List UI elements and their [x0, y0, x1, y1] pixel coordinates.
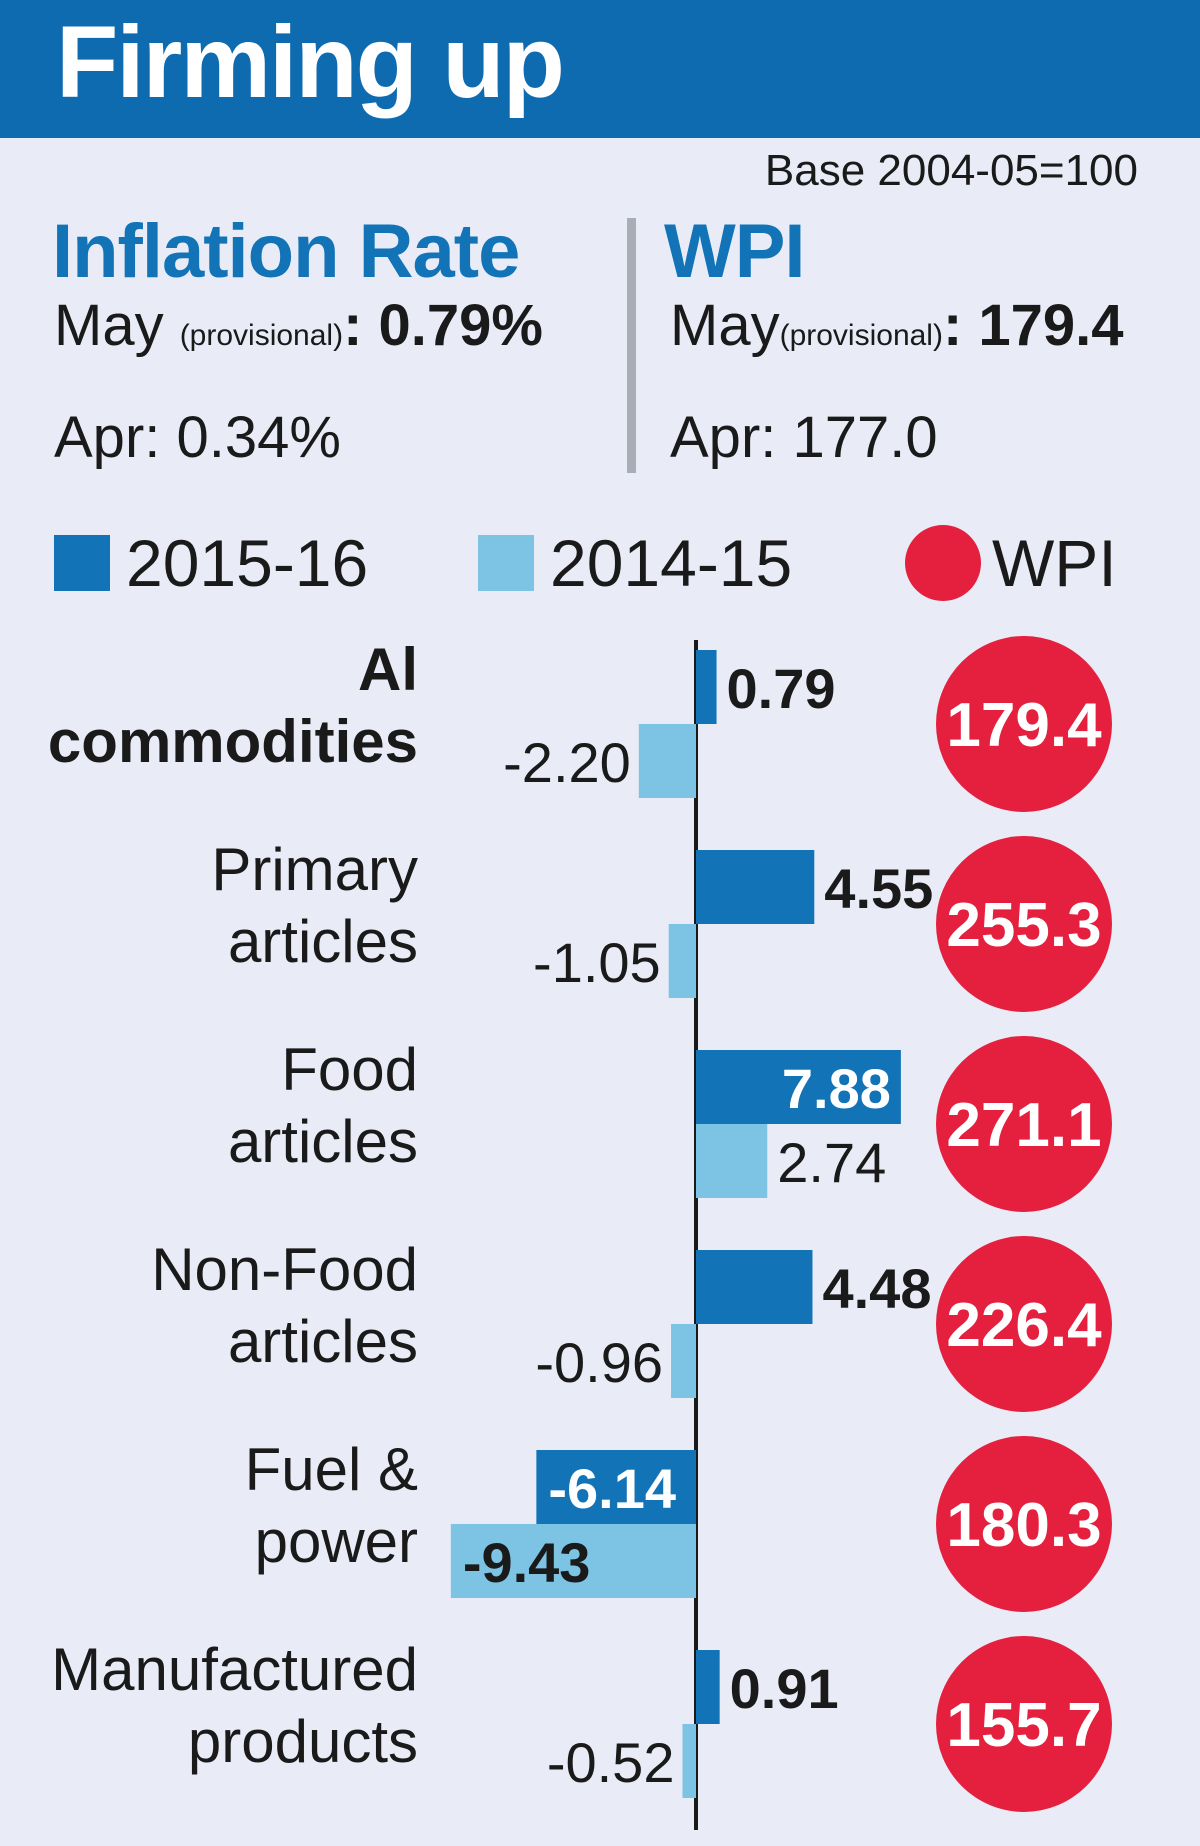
wpi-circle — [936, 1636, 1112, 1812]
inflation-heading: Inflation Rate — [52, 209, 520, 294]
category-label: products — [188, 1708, 418, 1775]
category-label: power — [255, 1508, 418, 1575]
wpi-value-label: 155.7 — [946, 1691, 1101, 1760]
bar-value-label: -0.96 — [535, 1331, 663, 1394]
page-title: Firming up — [56, 5, 565, 119]
wpi-may-label: May — [670, 293, 780, 358]
wpi-value-label: 271.1 — [946, 1091, 1101, 1160]
category-label: Primary — [211, 836, 418, 903]
category-label: commodities — [48, 708, 418, 775]
bar-value-label: -0.52 — [547, 1731, 675, 1794]
bar-2015-16 — [696, 1050, 901, 1124]
category-label: articles — [228, 908, 418, 975]
inflation-may-value: : 0.79% — [343, 293, 543, 358]
legend-dot-wpi — [905, 525, 981, 601]
legend-swatch-2014-15 — [478, 535, 534, 591]
inflation-may-label: May — [54, 293, 180, 358]
wpi-may-line: May(provisional): 179.4 — [670, 292, 1124, 359]
bar-value-label: -1.05 — [533, 931, 661, 994]
bar-2015-16 — [536, 1450, 696, 1524]
category-label: Fuel & — [245, 1436, 418, 1503]
wpi-apr-line: Apr: 177.0 — [670, 405, 938, 470]
wpi-heading: WPI — [664, 209, 806, 294]
bar-2014-15 — [668, 924, 696, 998]
category-label: articles — [228, 1108, 418, 1175]
header-bar: Firming up — [0, 0, 1200, 138]
bar-value-label: -2.20 — [503, 731, 631, 794]
category-label: Non-Food — [151, 1236, 418, 1303]
wpi-value-label: 255.3 — [946, 891, 1101, 960]
legend-swatch-2015-16 — [54, 535, 110, 591]
wpi-may-value: : 179.4 — [942, 293, 1124, 358]
bar-2014-15 — [671, 1324, 696, 1398]
bar-value-label: 4.48 — [822, 1257, 931, 1320]
wpi-value-label: 179.4 — [946, 691, 1102, 760]
bar-value-label: 0.91 — [730, 1657, 839, 1720]
wpi-provisional: (provisional) — [779, 319, 943, 352]
wpi-circle — [936, 1236, 1112, 1412]
stat-divider — [627, 218, 636, 473]
bar-value-label: -9.43 — [463, 1531, 591, 1594]
bar-value-label: 7.88 — [782, 1057, 891, 1120]
legend-label-2015-16: 2015-16 — [126, 526, 369, 600]
wpi-circle — [936, 636, 1112, 812]
bar-value-label: 2.74 — [777, 1131, 886, 1194]
bar-2015-16 — [696, 1650, 720, 1724]
category-label: Food — [281, 1036, 418, 1103]
inflation-apr-line: Apr: 0.34% — [54, 405, 341, 470]
bar-2014-15 — [682, 1724, 696, 1798]
category-label: Al — [358, 636, 418, 703]
inflation-provisional: (provisional) — [179, 319, 344, 352]
legend-label-wpi: WPI — [992, 526, 1117, 600]
category-label: articles — [228, 1308, 418, 1375]
base-note: Base 2004-05=100 — [764, 146, 1138, 195]
bar-2014-15 — [450, 1524, 696, 1598]
chart-legend: 2015-16 2014-15 WPI — [0, 525, 1200, 605]
bar-value-label: 4.55 — [824, 857, 933, 920]
wpi-circle — [936, 1436, 1112, 1612]
inflation-may-line: May (provisional): 0.79% — [54, 292, 543, 359]
bar-2015-16 — [696, 1250, 813, 1324]
legend-label-2014-15: 2014-15 — [550, 526, 793, 600]
bar-value-label: -6.14 — [548, 1457, 676, 1520]
bar-value-label: 0.79 — [727, 657, 836, 720]
wpi-circle — [936, 836, 1112, 1012]
bar-2014-15 — [638, 724, 696, 798]
wpi-value-label: 226.4 — [946, 1291, 1102, 1360]
bar-2015-16 — [696, 850, 815, 924]
wpi-circle — [936, 1036, 1112, 1212]
wpi-value-label: 180.3 — [946, 1491, 1101, 1560]
category-label: Manufactured — [51, 1636, 418, 1703]
bar-2014-15 — [696, 1124, 768, 1198]
bar-2015-16 — [696, 650, 717, 724]
